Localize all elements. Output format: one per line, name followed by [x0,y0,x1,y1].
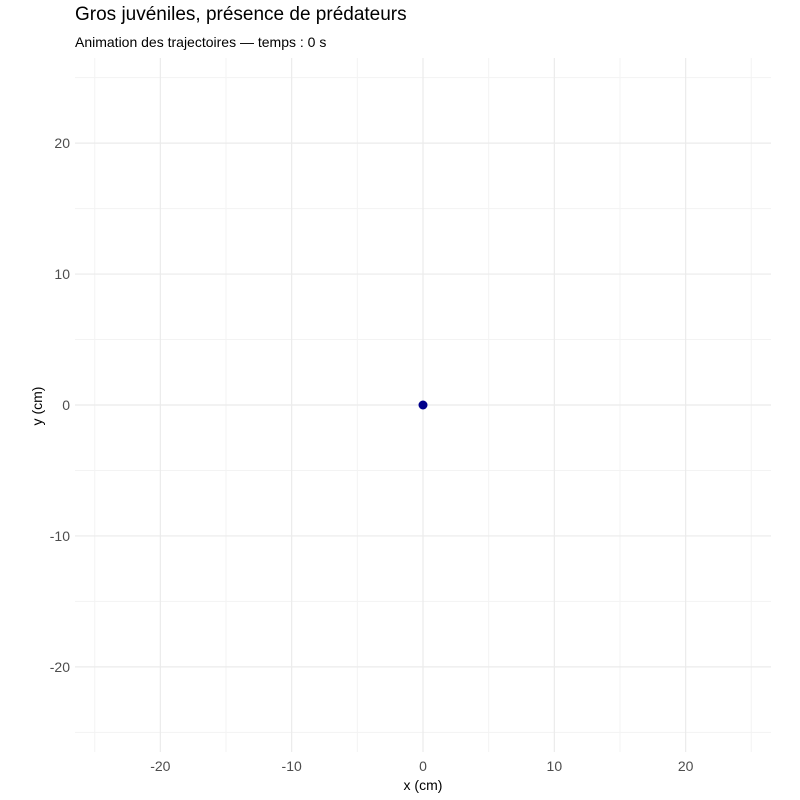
data-points [418,400,428,410]
data-point [418,400,428,410]
y-axis-title: y (cm) [29,387,45,426]
y-axis-ticks: -20 -10 0 10 20 [50,135,70,675]
x-axis-ticks: -20 -10 0 10 20 [150,758,693,774]
y-tick-label: 20 [54,135,70,151]
y-tick-label: -20 [50,659,70,675]
y-tick-label: 0 [62,397,70,413]
x-tick-label: 20 [678,758,694,774]
chart-title: Gros juvéniles, présence de prédateurs [75,4,407,25]
y-tick-label: -10 [50,528,70,544]
x-tick-label: -20 [150,758,170,774]
x-axis-title: x (cm) [404,777,443,793]
x-tick-label: 10 [547,758,563,774]
chart-subtitle: Animation des trajectoires — temps : 0 s [75,34,327,50]
y-tick-label: 10 [54,266,70,282]
x-tick-label: -10 [282,758,302,774]
x-tick-label: 0 [419,758,427,774]
